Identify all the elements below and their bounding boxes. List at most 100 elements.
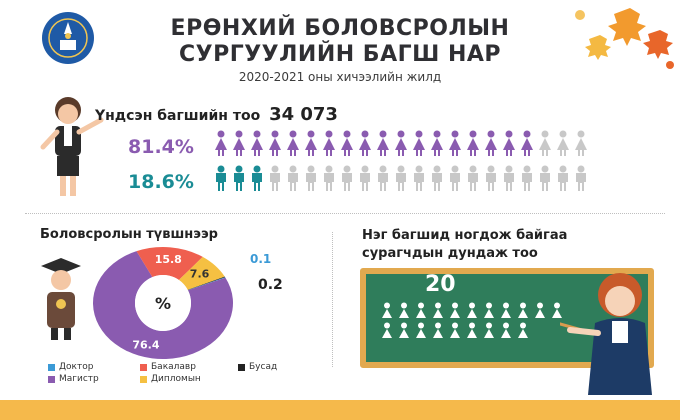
student-icon: [518, 322, 528, 338]
male-person-icon: [288, 165, 298, 191]
teacher-total-value: 34 073: [269, 104, 338, 125]
legend-label: Магистр: [59, 374, 99, 384]
student-icon: [382, 302, 392, 318]
student-icon: [416, 322, 426, 338]
male-person-icon: [360, 165, 370, 191]
bottom-bar: [0, 400, 680, 420]
donut-center-label: %: [155, 294, 171, 313]
teacher-total-label: Үндсэн багшийн тоо: [95, 108, 261, 124]
education-donut-chart: % 76.4 15.8 7.6: [92, 247, 233, 359]
student-icon: [535, 302, 545, 318]
female-person-icon: [503, 130, 515, 156]
female-person-icon: [323, 130, 335, 156]
ratio-section-title: Нэг багшид ногдож байгаа сурагчдын дунда…: [362, 228, 568, 261]
female-person-icon: [449, 130, 461, 156]
student-icon: [399, 302, 409, 318]
female-person-icon: [287, 130, 299, 156]
legend-diploma: Дипломын: [140, 374, 201, 384]
student-icon: [382, 322, 392, 338]
female-person-icon: [575, 130, 587, 156]
donut-slice-label: 76.4: [132, 338, 159, 351]
female-person-icon: [557, 130, 569, 156]
donut-slice: [92, 251, 233, 359]
donut-slice-label: 7.6: [190, 268, 210, 281]
male-person-icon: [576, 165, 586, 191]
male-person-icon: [234, 165, 244, 191]
female-person-icon: [341, 130, 353, 156]
student-icon: [484, 322, 494, 338]
female-person-icon: [305, 130, 317, 156]
legend-label: Бакалавр: [151, 362, 196, 372]
female-teacher-illustration: [40, 97, 104, 196]
legend-swatch: [238, 363, 245, 371]
legend-label: Доктор: [59, 362, 94, 372]
legend-swatch: [48, 375, 55, 383]
other-value: 0.2: [258, 277, 283, 293]
student-icon: [518, 302, 528, 318]
students-icon-grid: [380, 302, 570, 340]
male-person-icon: [540, 165, 550, 191]
student-icon: [467, 302, 477, 318]
female-person-icon: [269, 130, 281, 156]
female-person-icon: [233, 130, 245, 156]
student-icon: [450, 302, 460, 318]
teacher-total: Үндсэн багшийн тоо 34 073: [95, 104, 338, 125]
students-per-teacher-value: 20: [425, 272, 456, 297]
donut-slice: [187, 276, 226, 291]
female-person-icon: [377, 130, 389, 156]
female-person-icon: [431, 130, 443, 156]
student-icon: [467, 322, 477, 338]
male-person-icon: [306, 165, 316, 191]
male-person-icon: [522, 165, 532, 191]
female-person-icon: [395, 130, 407, 156]
male-person-icon: [396, 165, 406, 191]
male-person-icon: [270, 165, 280, 191]
female-person-icon: [215, 130, 227, 156]
legend-swatch: [48, 363, 55, 371]
donut-slice-label: 15.8: [155, 253, 182, 266]
female-person-icon: [467, 130, 479, 156]
female-person-icon: [359, 130, 371, 156]
donut-slice: [136, 247, 203, 280]
doctor-value: 0.1: [250, 252, 272, 266]
donut-label-other: 0.2: [258, 274, 283, 293]
donut-label-doctor: 0.1: [250, 248, 271, 267]
male-icon-row: [213, 165, 589, 191]
title-line-1: ЕРӨНХИЙ БОЛОВСРОЛЫН: [170, 16, 510, 41]
male-person-icon: [558, 165, 568, 191]
legend-swatch: [140, 363, 147, 371]
student-icon: [399, 322, 409, 338]
male-person-icon: [378, 165, 388, 191]
female-person-icon: [251, 130, 263, 156]
section-divider: [25, 213, 665, 214]
male-person-icon: [504, 165, 514, 191]
legend-bachelor: Бакалавр: [140, 362, 196, 372]
donut-slice: [178, 256, 225, 290]
male-person-icon: [252, 165, 262, 191]
student-icon: [552, 302, 562, 318]
female-person-icon: [485, 130, 497, 156]
male-person-icon: [216, 165, 226, 191]
legend-label: Бусад: [249, 362, 278, 372]
page-subtitle: 2020-2021 оны хичээлийн жилд: [238, 70, 442, 84]
legend-other: Бусад: [238, 362, 277, 372]
male-person-icon: [414, 165, 424, 191]
education-section-title: Боловсролын түвшнээр: [40, 227, 218, 242]
male-percentage: 18.6%: [128, 171, 194, 193]
vertical-divider: [332, 232, 333, 367]
female-person-icon: [521, 130, 533, 156]
soyombo-icon: [44, 14, 92, 62]
legend-label: Дипломын: [151, 374, 201, 384]
teacher-pointing-illustration: [560, 273, 652, 395]
student-icon: [484, 302, 494, 318]
student-icon: [416, 302, 426, 318]
student-icon: [433, 322, 443, 338]
autumn-leaves-decoration: [575, 8, 674, 69]
legend-doctor: Доктор: [48, 362, 93, 372]
graduate-illustration: [41, 258, 81, 340]
title-line-2: СУРГУУЛИЙН БАГШ НАР: [178, 42, 502, 67]
page-title: ЕРӨНХИЙ БОЛОВСРОЛЫН СУРГУУЛИЙН БАГШ НАР: [0, 16, 680, 68]
student-icon: [433, 302, 443, 318]
female-percentage: 81.4%: [128, 136, 194, 158]
male-person-icon: [486, 165, 496, 191]
